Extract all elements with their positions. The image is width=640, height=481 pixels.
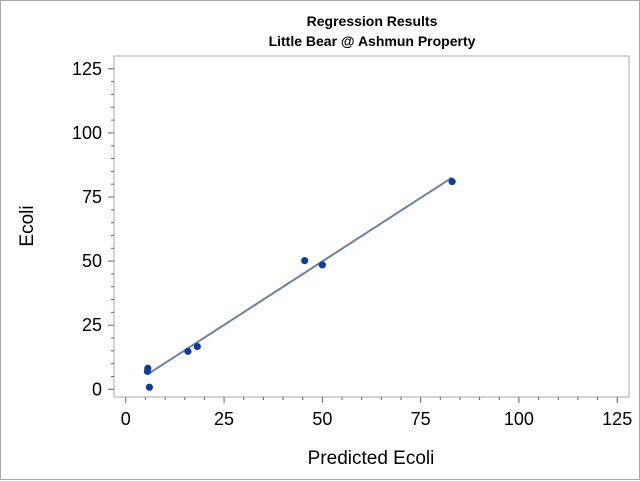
x-tick-label: 0 <box>121 409 131 429</box>
x-axis-title: Predicted Ecoli <box>308 448 435 469</box>
x-tick-label: 25 <box>214 409 234 429</box>
y-tick-label: 0 <box>92 379 102 399</box>
y-tick-label: 75 <box>82 187 102 207</box>
data-point <box>184 347 192 355</box>
data-point <box>144 364 152 372</box>
y-axis: 0 25 50 75 100 125 <box>72 59 114 399</box>
y-tick-label: 25 <box>82 315 102 335</box>
x-tick-label: 125 <box>602 409 632 429</box>
y-axis-title: Ecoli <box>17 205 38 246</box>
x-tick-label: 100 <box>504 409 534 429</box>
data-points <box>143 178 456 391</box>
minor-ticks <box>111 81 599 400</box>
regression-fit-line <box>146 176 453 376</box>
chart-subtitle: Little Bear @ Ashmun Property <box>269 33 476 49</box>
y-tick-label: 50 <box>82 251 102 271</box>
data-point <box>145 383 153 391</box>
data-point <box>448 178 456 186</box>
x-axis: 0 25 50 75 100 125 <box>121 397 632 429</box>
data-point <box>318 261 326 269</box>
y-tick-label: 125 <box>72 59 102 79</box>
data-point <box>193 342 201 351</box>
data-point <box>301 257 309 265</box>
x-tick-label: 50 <box>312 409 332 429</box>
y-tick-label: 100 <box>72 123 102 143</box>
chart-title: Regression Results <box>307 13 438 29</box>
x-tick-label: 75 <box>411 409 431 429</box>
plot-area <box>113 55 630 398</box>
